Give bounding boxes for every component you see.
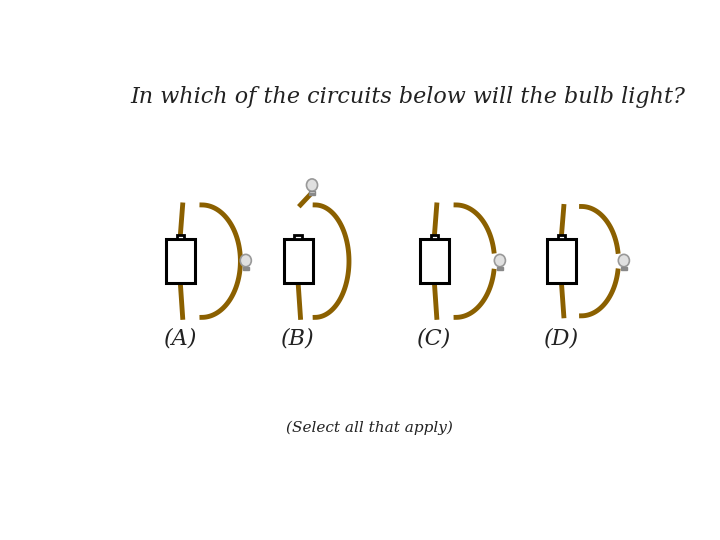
Bar xyxy=(294,235,302,239)
Bar xyxy=(176,235,184,239)
Ellipse shape xyxy=(307,179,318,191)
Bar xyxy=(284,239,312,284)
Bar xyxy=(621,267,626,270)
Bar xyxy=(431,235,438,239)
Text: (C): (C) xyxy=(418,327,451,349)
Bar xyxy=(243,267,248,270)
Text: (B): (B) xyxy=(282,327,315,349)
Bar xyxy=(166,239,195,284)
Ellipse shape xyxy=(240,254,251,267)
Text: (A): (A) xyxy=(163,327,197,349)
Bar xyxy=(558,235,565,239)
Ellipse shape xyxy=(618,254,629,267)
Ellipse shape xyxy=(495,254,505,267)
Text: (D): (D) xyxy=(544,327,579,349)
Bar xyxy=(420,239,449,284)
Bar xyxy=(310,191,315,194)
Text: (Select all that apply): (Select all that apply) xyxy=(286,421,452,435)
Text: In which of the circuits below will the bulb light?: In which of the circuits below will the … xyxy=(130,86,685,108)
Bar xyxy=(497,267,503,270)
Bar xyxy=(547,239,576,284)
